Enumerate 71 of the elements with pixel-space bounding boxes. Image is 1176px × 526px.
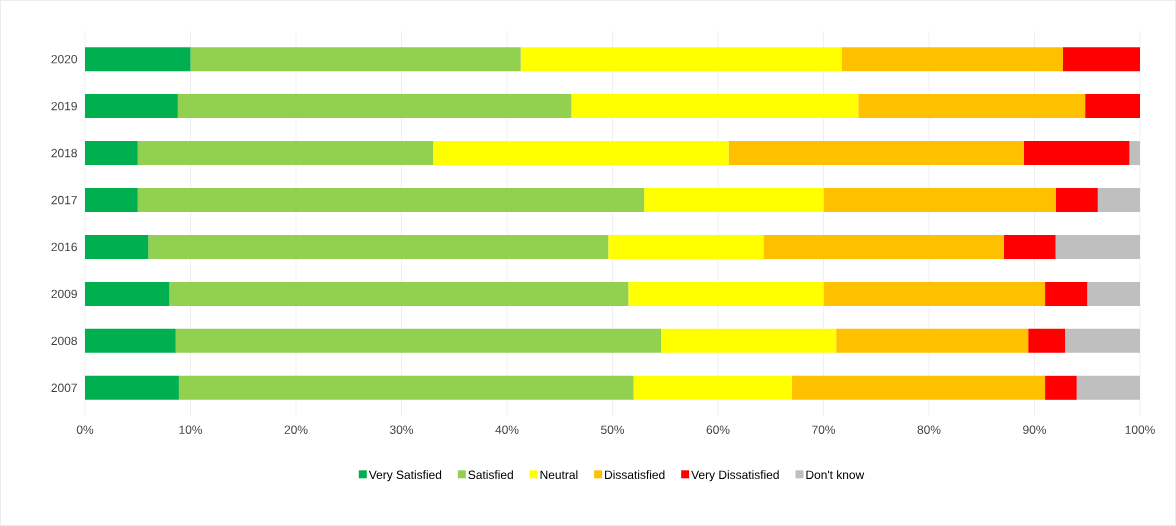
x-tick-label: 60% [706,425,730,434]
bar [137,188,645,213]
bar [836,328,1029,353]
bar [1097,188,1140,213]
x-tick-label: 40% [495,425,519,434]
bar [1028,328,1066,353]
x-tick-label: 0% [76,425,94,434]
bar [175,328,662,353]
bar [137,141,434,166]
legend-label: Very Dissatisfied [691,470,779,482]
y-tick-label: 2019 [51,101,77,111]
bar [661,328,837,353]
bar [791,375,1046,400]
bar [177,94,572,119]
bar [1023,141,1130,166]
legend-label: Dissatisfied [605,470,665,479]
x-tick-label: 10% [179,425,203,434]
bar [571,94,859,119]
bar [823,188,1056,213]
bar [1055,188,1098,213]
bar [1085,94,1140,119]
y-tick-label: 2020 [51,54,78,64]
x-tick-label: 50% [601,425,625,434]
bar [520,47,842,72]
bar [85,141,138,166]
legend-label: Very Satisfied [368,470,442,482]
bar [608,234,764,259]
bar [1045,375,1077,400]
bar [85,47,191,72]
legend-label: Neutral [540,470,578,479]
bar [841,47,1063,72]
bar [1045,281,1088,306]
legend-label: Satisfied [468,470,513,479]
bar [190,47,521,72]
x-tick-label: 100% [1125,425,1155,434]
bar [823,281,1046,306]
bar [85,94,178,119]
y-tick-label: 2017 [51,195,77,205]
y-tick-label: 2008 [51,336,77,346]
x-tick-label: 70% [812,425,836,434]
y-tick-label: 2016 [51,242,77,252]
bar [433,141,729,166]
bar [1087,281,1140,306]
bar [85,328,176,353]
bar [169,281,629,306]
bar [858,94,1086,119]
bar [1129,141,1140,166]
y-tick-label: 2009 [51,289,77,299]
bar [148,234,609,259]
x-tick-label: 90% [1023,425,1047,434]
bar [633,375,792,400]
bar [1076,375,1140,400]
x-tick-label: 80% [917,425,941,434]
legend-label: Don't know [806,470,865,479]
bar [728,141,1024,166]
bar [763,234,1004,259]
bar [85,234,149,259]
x-tick-label: 30% [390,425,414,434]
bar [178,375,634,400]
bar [1055,234,1140,259]
y-tick-label: 2018 [51,148,77,158]
bar [85,188,138,213]
bar [1065,328,1140,353]
bar [85,375,179,400]
bar [628,281,824,306]
bar [1062,47,1140,72]
y-tick-label: 2007 [51,383,77,393]
bar [85,281,170,306]
bar [644,188,824,213]
x-tick-label: 20% [284,425,308,434]
bar [1003,234,1056,259]
